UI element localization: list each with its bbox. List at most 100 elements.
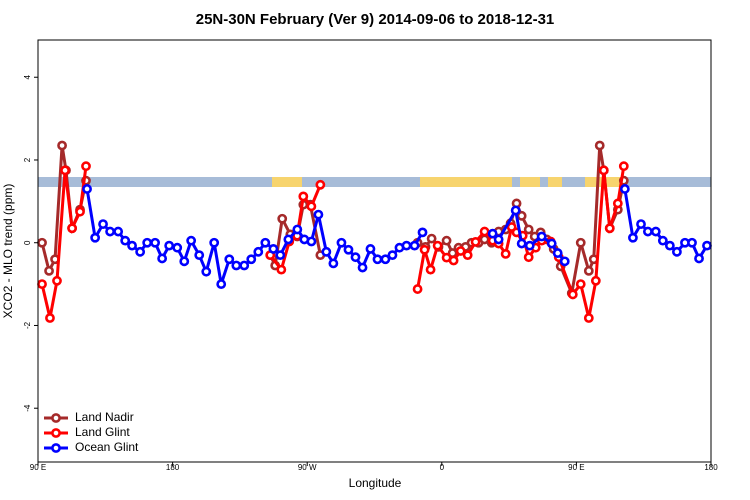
data-point (357, 262, 368, 273)
data-point (113, 226, 124, 237)
data-point (664, 240, 675, 251)
data-point (575, 237, 586, 248)
data-point (524, 240, 535, 251)
data-point (642, 226, 653, 237)
data-point (583, 265, 594, 276)
data-point (419, 244, 430, 255)
data-point (82, 184, 92, 194)
map-strip (38, 177, 711, 187)
data-point (694, 253, 704, 264)
data-point (523, 224, 534, 235)
data-point (127, 240, 137, 251)
data-point (516, 238, 527, 249)
data-point (583, 313, 594, 323)
data-point (604, 223, 615, 234)
data-point (636, 219, 646, 230)
data-point (246, 254, 257, 265)
data-point (598, 165, 609, 176)
data-point (432, 240, 443, 251)
data-point (194, 250, 205, 261)
data-point (268, 244, 279, 254)
series-line (85, 188, 424, 285)
data-point (657, 235, 668, 246)
data-point (448, 255, 459, 266)
data-point (276, 264, 287, 275)
x-tick-label: 180 (704, 463, 718, 472)
data-point (479, 226, 490, 237)
data-point (412, 284, 423, 294)
data-point (552, 248, 563, 258)
data-point (179, 256, 190, 267)
data-point (135, 246, 146, 257)
data-point (277, 213, 288, 224)
data-point (567, 289, 578, 300)
data-point (650, 226, 661, 237)
data-point (487, 228, 498, 239)
data-point (336, 237, 347, 248)
data-point (186, 235, 197, 246)
data-point (120, 235, 131, 246)
data-point (380, 254, 391, 265)
data-point (224, 254, 235, 265)
data-point (105, 226, 115, 237)
data-point (687, 237, 697, 248)
x-tick-label: 90 E (568, 463, 584, 472)
data-point (142, 237, 153, 248)
x-tick-label: 0 (440, 463, 445, 472)
data-point (81, 161, 91, 172)
data-point (523, 252, 534, 263)
data-point (328, 258, 339, 269)
data-point (350, 252, 361, 263)
data-point (157, 253, 168, 264)
data-point (321, 246, 332, 257)
data-point (231, 260, 242, 271)
data-point (172, 242, 183, 253)
data-point (546, 238, 557, 249)
x-axis-label: Longitude (349, 476, 402, 490)
data-point (292, 224, 303, 235)
data-point (401, 240, 412, 251)
data-point (343, 244, 354, 255)
data-point (493, 234, 504, 245)
data-point (575, 279, 586, 289)
plot-area (37, 140, 712, 323)
x-tick-label: 90 W (298, 463, 317, 472)
data-point (67, 223, 77, 234)
x-tick-label: 180 (166, 463, 180, 472)
data-point (298, 191, 309, 202)
data-point (60, 165, 70, 176)
legend-label: Land Glint (75, 425, 130, 439)
data-point (37, 279, 47, 289)
legend-label: Land Nadir (75, 410, 134, 424)
data-point (426, 233, 437, 244)
data-point (702, 240, 712, 251)
data-point (57, 140, 67, 151)
data-point (500, 248, 511, 259)
data-point (260, 237, 271, 248)
data-point (44, 265, 54, 276)
data-point (216, 279, 227, 289)
data-point (45, 313, 55, 323)
y-tick-label: 4 (23, 74, 32, 79)
data-point (306, 236, 317, 247)
data-point (253, 246, 264, 257)
data-point (275, 250, 286, 261)
y-tick-label: -2 (23, 321, 32, 329)
data-point (441, 235, 452, 246)
data-point (536, 231, 547, 242)
data-point (315, 179, 326, 190)
data-point (594, 140, 605, 151)
data-point (75, 206, 85, 217)
data-point (612, 198, 623, 209)
data-point (559, 256, 570, 267)
data-point (387, 250, 398, 261)
data-point (470, 236, 481, 247)
data-point (417, 227, 428, 238)
y-axis-label: XCO2 - MLO trend (ppm) (1, 184, 15, 319)
plot-frame (37, 39, 712, 463)
data-point (52, 275, 62, 286)
data-point (618, 161, 629, 172)
data-point (372, 254, 383, 265)
